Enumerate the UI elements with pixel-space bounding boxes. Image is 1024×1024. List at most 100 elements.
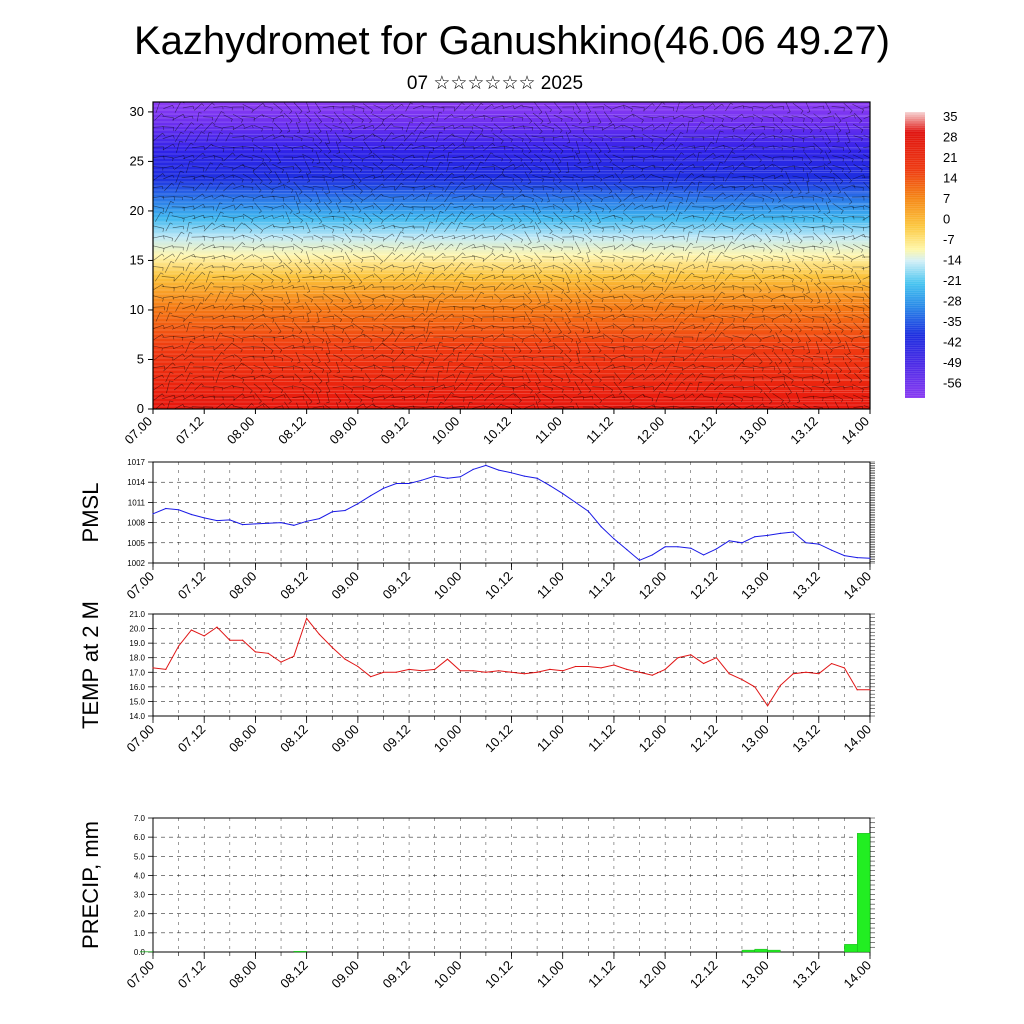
wind-barb-flag bbox=[212, 195, 214, 199]
wind-barb-flag bbox=[787, 111, 791, 114]
wind-barb bbox=[794, 263, 802, 271]
x-tick-label: 14.00 bbox=[841, 569, 875, 603]
wind-barb-flag bbox=[182, 395, 185, 399]
wind-barb-flag bbox=[327, 361, 331, 363]
wind-barb bbox=[783, 324, 793, 330]
wind-barb bbox=[324, 191, 332, 203]
wind-barb bbox=[642, 186, 654, 188]
wind-barb-flag bbox=[829, 291, 833, 295]
wind-barb-flag bbox=[618, 381, 622, 384]
wind-barb bbox=[662, 265, 674, 269]
wind-barb-flag bbox=[471, 203, 475, 207]
wind-barb bbox=[566, 281, 570, 293]
wind-barb bbox=[155, 403, 163, 409]
wind-barb bbox=[584, 282, 592, 292]
wind-barb bbox=[623, 114, 633, 120]
wind-barb-flag bbox=[597, 122, 602, 125]
wind-barb-flag bbox=[802, 157, 804, 161]
wind-barb bbox=[182, 205, 194, 209]
wind-barb bbox=[332, 324, 344, 330]
wind-barb-flag bbox=[330, 259, 333, 262]
wind-barb-flag bbox=[292, 328, 294, 332]
wind-barb-flag bbox=[189, 321, 193, 324]
wind-barb bbox=[436, 401, 442, 409]
wind-barb bbox=[682, 346, 694, 348]
wind-barb-flag bbox=[299, 331, 303, 334]
wind-barb bbox=[283, 262, 293, 272]
wind-barb-flag bbox=[811, 119, 814, 123]
wind-barb bbox=[501, 365, 515, 369]
wind-barb bbox=[472, 376, 484, 378]
wind-barb bbox=[234, 263, 242, 271]
wind-barb bbox=[372, 404, 384, 409]
wind-barb-flag bbox=[632, 386, 634, 390]
colorbar-bands bbox=[905, 111, 925, 399]
wind-barb bbox=[783, 302, 793, 312]
wind-barb-flag bbox=[691, 272, 695, 276]
wind-barb-flag bbox=[291, 148, 294, 152]
wind-barb bbox=[632, 315, 644, 319]
wind-barb-flag bbox=[360, 199, 363, 204]
wind-barb-flag bbox=[430, 331, 434, 334]
y-tick-label: 1017 bbox=[127, 458, 145, 467]
wind-barb-flag bbox=[311, 148, 314, 153]
wind-barb-flag bbox=[309, 210, 312, 213]
wind-barb-flag bbox=[272, 118, 275, 123]
wind-barb bbox=[663, 252, 673, 262]
wind-barb bbox=[793, 196, 803, 198]
wind-barb bbox=[272, 264, 284, 270]
wind-barb bbox=[512, 193, 524, 201]
wind-barb-flag bbox=[347, 261, 352, 265]
wind-barb bbox=[422, 184, 434, 190]
pmsl-point bbox=[549, 484, 551, 487]
wind-barb bbox=[412, 105, 424, 109]
wind-barb-flag bbox=[392, 274, 394, 278]
wind-barb bbox=[713, 291, 723, 303]
wind-barb-flag bbox=[722, 402, 726, 407]
wind-barb bbox=[825, 192, 831, 202]
wind-barb-flag bbox=[811, 328, 813, 331]
wind-barb bbox=[753, 324, 763, 330]
wind-barb bbox=[494, 233, 502, 241]
wind-barb-flag bbox=[790, 209, 793, 213]
wind-barb-flag bbox=[752, 367, 755, 372]
wind-barb-flag bbox=[861, 249, 864, 253]
wind-barb-flag bbox=[733, 375, 735, 380]
wind-barb bbox=[585, 342, 591, 352]
wind-barb bbox=[342, 376, 354, 378]
wind-barb bbox=[633, 374, 643, 380]
wind-barb-flag bbox=[761, 258, 764, 262]
wind-barb-flag bbox=[542, 178, 544, 183]
wind-barb-flag bbox=[370, 339, 373, 343]
wind-barb-flag bbox=[809, 271, 813, 275]
wind-barb bbox=[802, 206, 814, 208]
wind-barb bbox=[662, 175, 674, 179]
wind-barb-flag bbox=[872, 169, 873, 172]
wind-barb-flag bbox=[787, 261, 791, 264]
wind-barb-flag bbox=[650, 242, 654, 245]
wind-barb-flag bbox=[576, 211, 580, 213]
wind-barb-flag bbox=[482, 258, 485, 263]
wind-barb bbox=[362, 174, 374, 180]
wind-barb bbox=[743, 396, 753, 398]
wind-barb-flag bbox=[790, 319, 793, 323]
pmsl-point bbox=[664, 546, 666, 548]
wind-barb bbox=[573, 365, 583, 369]
wind-barb bbox=[793, 274, 803, 280]
wind-barb bbox=[561, 155, 575, 159]
wind-barb bbox=[653, 382, 663, 392]
wind-barb-flag bbox=[837, 341, 842, 344]
wind-barb bbox=[862, 164, 870, 169]
wind-barb-flag bbox=[323, 225, 325, 230]
wind-barb bbox=[553, 135, 563, 139]
wind-barb bbox=[655, 301, 661, 313]
wind-barb bbox=[282, 285, 294, 289]
wind-barb-flag bbox=[241, 119, 244, 123]
wind-barb-flag bbox=[679, 262, 683, 264]
wind-barb-flag bbox=[609, 290, 612, 293]
wind-barb-flag bbox=[582, 258, 584, 262]
wind-barb bbox=[186, 322, 190, 332]
wind-barb-flag bbox=[576, 281, 580, 283]
wind-barb bbox=[382, 224, 394, 230]
